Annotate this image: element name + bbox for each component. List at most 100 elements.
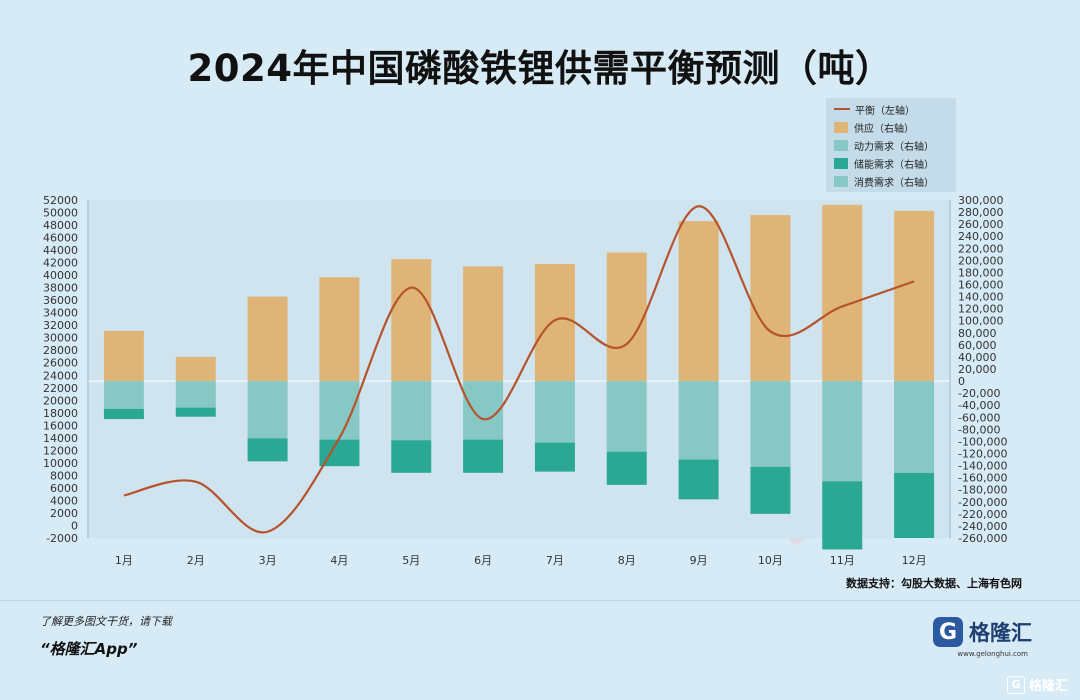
chart-area: -200002000400060008000100001200014000160… [43,194,1007,567]
right-tick-label: -100,000 [958,435,1007,448]
brand-logo[interactable]: G 格隆汇 [933,617,1032,647]
corner-watermark: G 格隆汇 [1006,675,1068,694]
left-tick-label: 6000 [50,482,78,495]
x-tick-label: 10月 [758,554,783,567]
bar-storage-demand [822,481,863,550]
left-tick-label: 0 [71,519,78,532]
left-tick-label: 28000 [43,344,78,357]
left-tick-label: 26000 [43,357,78,370]
left-tick-label: 50000 [43,207,78,220]
footer-app-name[interactable]: “格隆汇App” [40,640,138,658]
left-tick-label: 20000 [43,394,78,407]
legend: 平衡（左轴） 供应（右轴） 动力需求（右轴） 储能需求（右轴） 消费需求（右轴） [826,98,956,192]
legend-swatch [834,157,848,169]
left-tick-label: 36000 [43,294,78,307]
bar-supply [678,221,719,382]
brand-name: 格隆汇 [969,621,1032,645]
right-tick-label: -200,000 [958,496,1007,509]
right-tick-label: -160,000 [958,472,1007,485]
left-tick-label: 2000 [50,507,78,520]
chart-title: 2024年中国磷酸铁锂供需平衡预测（吨） [187,47,893,90]
bar-supply [606,252,647,382]
bar-storage-demand [750,466,791,514]
bar-storage-demand [175,407,216,417]
corner-brand-name: 格隆汇 [1028,679,1068,694]
bar-supply [822,204,863,382]
right-tick-label: 20,000 [958,363,997,376]
right-tick-label: -120,000 [958,448,1007,461]
bar-power-demand [822,381,863,482]
x-tick-label: 5月 [402,554,420,567]
right-tick-label: 120,000 [958,303,1004,316]
bar-supply [391,259,432,382]
left-tick-label: 10000 [43,457,78,470]
left-axis: -200002000400060008000100001200014000160… [43,194,89,545]
right-tick-label: -140,000 [958,460,1007,473]
bar-supply [534,263,575,382]
bar-power-demand [391,381,432,441]
bar-storage-demand [606,451,647,485]
bar-power-demand [103,381,144,409]
left-tick-label: 12000 [43,444,78,457]
left-tick-label: 16000 [43,419,78,432]
legend-label: 储能需求（右轴） [854,159,934,171]
bar-power-demand [534,381,575,443]
bars-layer [103,204,935,550]
x-tick-label: 9月 [690,554,708,567]
legend-label: 动力需求（右轴） [854,141,934,153]
right-tick-label: 260,000 [958,218,1004,231]
legend-swatch [834,175,848,187]
right-tick-label: 100,000 [958,315,1004,328]
legend-item-power: 动力需求（右轴） [834,136,934,154]
bar-power-demand [678,381,719,460]
bar-supply [247,296,288,382]
bar-power-demand [750,381,791,467]
left-tick-label: 14000 [43,432,78,445]
legend-label: 消费需求（右轴） [854,177,934,189]
left-tick-label: -2000 [46,532,78,545]
right-tick-label: 240,000 [958,230,1004,243]
x-tick-label: 2月 [187,554,205,567]
right-tick-label: -240,000 [958,520,1007,533]
balance-line-layer [123,205,915,534]
bar-storage-demand [247,438,288,462]
right-tick-label: 40,000 [958,351,997,364]
right-tick-label: -60,000 [958,411,1000,424]
legend-swatch [834,139,848,151]
legend-swatch [834,121,848,133]
x-tick-label: 11月 [830,554,855,567]
right-tick-label: 280,000 [958,206,1004,219]
footer-hint: 了解更多图文干货，请下载 [40,615,172,628]
legend-label: 平衡（左轴） [855,105,915,117]
bar-storage-demand [678,459,719,500]
g-logo-icon: G [933,617,963,647]
left-tick-label: 8000 [50,469,78,482]
right-tick-label: -180,000 [958,484,1007,497]
bar-supply [894,210,935,382]
left-tick-label: 30000 [43,332,78,345]
x-tick-label: 4月 [330,554,348,567]
left-tick-label: 52000 [43,194,78,207]
g-logo-icon: G [1006,675,1025,694]
left-tick-label: 38000 [43,282,78,295]
right-tick-label: 140,000 [958,291,1004,304]
right-tick-label: 160,000 [958,279,1004,292]
bar-supply [103,330,144,382]
bar-storage-demand [391,440,432,473]
right-tick-label: 180,000 [958,266,1004,279]
legend-item-balance: 平衡（左轴） [834,100,915,118]
right-tick-label: -220,000 [958,508,1007,521]
legend-line-swatch [834,108,850,110]
right-tick-label: 200,000 [958,254,1004,267]
right-tick-label: -40,000 [958,399,1000,412]
x-tick-label: 7月 [546,554,564,567]
x-tick-label: 6月 [474,554,492,567]
legend-label: 供应（右轴） [854,123,914,135]
left-tick-label: 40000 [43,269,78,282]
plot-background [88,200,950,538]
plot-area [88,200,950,538]
right-axis: -260,000-240,000-220,000-200,000-180,000… [88,194,1007,545]
bar-power-demand [175,381,216,408]
right-tick-label: -260,000 [958,532,1007,545]
left-tick-label: 48000 [43,219,78,232]
